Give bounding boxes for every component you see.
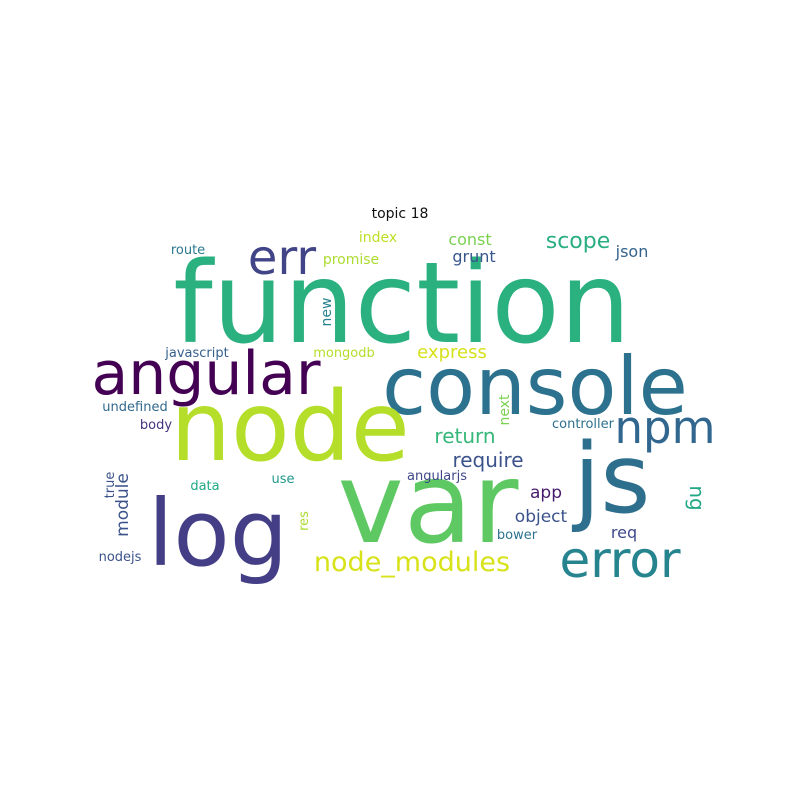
word-js: js [572,423,651,535]
word-log: log [148,480,288,587]
word-bower: javascript [164,346,228,361]
word-error: error [559,531,680,589]
word-console: console [382,340,688,433]
word-ng: undefined [102,400,167,415]
word-javascript: index [359,230,397,246]
word-const: object [515,507,568,527]
word-req: json [615,242,649,261]
word-object: app [530,483,562,503]
word-res: use [271,472,294,487]
word-express: express [417,342,487,363]
word-function: function [173,239,631,369]
word-var: var [338,439,520,569]
word-node-modules: node_modules [314,547,510,578]
word-require: require [452,448,523,472]
word-angular: angular [91,339,320,409]
word-app: ng [685,485,709,510]
word-controller: mongodb [313,346,375,361]
word-route: new [319,298,335,327]
word-node: node [170,371,410,483]
word-scope: scope [546,229,611,254]
word-json: grunt [452,247,495,266]
word-body: route [171,243,205,258]
word-true: angularjs [407,469,467,484]
word-return: return [434,424,495,448]
word-grunt: const [448,230,491,249]
word-use: body [140,418,172,433]
word-err: err [248,230,316,286]
word-index: req [611,523,637,542]
word-angularjs: bower [497,528,538,543]
word-nodejs: controller [552,417,615,432]
word-module: true [103,472,118,499]
word-next: nodejs [99,550,142,565]
chart-title: topic 18 [371,206,429,222]
word-new: res [297,511,312,531]
word-npm: npm [615,401,716,454]
word-data: next [497,394,513,426]
word-mongodb: promise [323,252,379,268]
word-promise: module [113,473,133,537]
word-undefined: data [190,479,219,494]
